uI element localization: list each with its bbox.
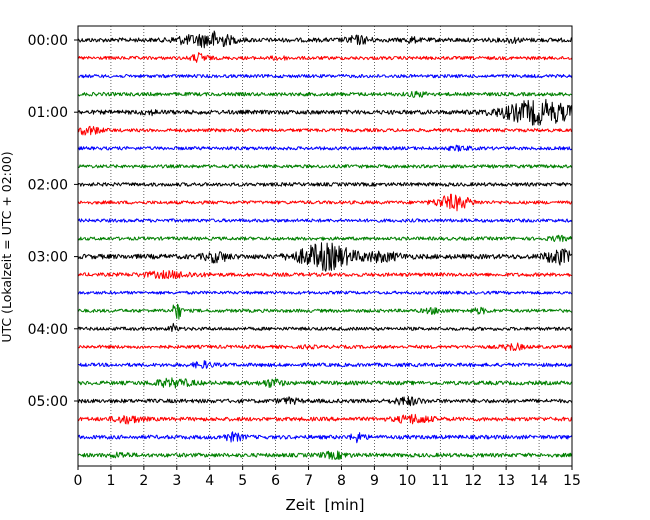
y-tick-label: 05:00	[28, 394, 68, 410]
gridlines	[110, 26, 540, 466]
x-tick-label: 6	[271, 473, 280, 489]
x-tick-label: 2	[139, 473, 148, 489]
seismic-traces	[77, 30, 573, 460]
trace-0515	[77, 413, 573, 425]
trace-0045	[77, 90, 573, 98]
trace-0115	[77, 125, 573, 136]
x-tick-label: 12	[464, 473, 482, 489]
x-tick-label: 7	[304, 473, 313, 489]
x-axis-title: Zeit [min]	[285, 496, 364, 514]
trace-0200	[77, 182, 573, 187]
y-tick-label: 04:00	[28, 322, 68, 338]
trace-0215	[77, 193, 573, 212]
x-tick-label: 1	[106, 473, 115, 489]
trace-0345	[78, 303, 573, 320]
trace-0230	[77, 218, 573, 223]
x-tick-label: 8	[337, 473, 346, 489]
trace-0500	[77, 396, 573, 407]
x-tick-label: 4	[205, 473, 214, 489]
x-tick-label: 13	[497, 473, 515, 489]
trace-0030	[77, 74, 573, 79]
y-tick-label: 03:00	[28, 250, 68, 266]
trace-0530	[77, 431, 573, 444]
x-tick-label: 11	[431, 473, 449, 489]
trace-0145	[77, 164, 572, 169]
trace-0445	[77, 377, 573, 389]
x-tick-label: 3	[172, 473, 181, 489]
x-axis-ticks: 0 1 2 3 4 5 6 7 8 9 10 11 12 13 14 15	[74, 466, 581, 489]
y-tick-label: 00:00	[28, 33, 68, 49]
y-tick-label: 02:00	[28, 177, 68, 193]
plot-frame	[77, 25, 573, 467]
trace-0100	[77, 98, 573, 126]
trace-0245	[77, 234, 573, 243]
y-tick-label: 01:00	[28, 105, 68, 121]
y-axis-title: UTC (Lokalzeit = UTC + 02:00)	[0, 151, 14, 342]
trace-0000	[77, 30, 572, 49]
x-tick-label: 5	[238, 473, 247, 489]
trace-0330	[77, 290, 573, 295]
x-tick-label: 9	[370, 473, 379, 489]
x-tick-label: 10	[398, 473, 416, 489]
trace-0315	[77, 270, 573, 280]
x-tick-label: 0	[74, 473, 83, 489]
trace-0015	[78, 52, 573, 63]
x-tick-label: 15	[563, 473, 581, 489]
trace-0130	[77, 144, 573, 152]
trace-0415	[77, 342, 573, 351]
y-axis-ticks: 00:00 01:00 02:00 03:00 04:00 05:00	[28, 33, 78, 410]
trace-0300	[77, 242, 573, 272]
x-tick-label: 14	[530, 473, 548, 489]
trace-0430	[77, 360, 573, 369]
trace-0545	[77, 450, 573, 460]
trace-0400	[77, 322, 573, 332]
